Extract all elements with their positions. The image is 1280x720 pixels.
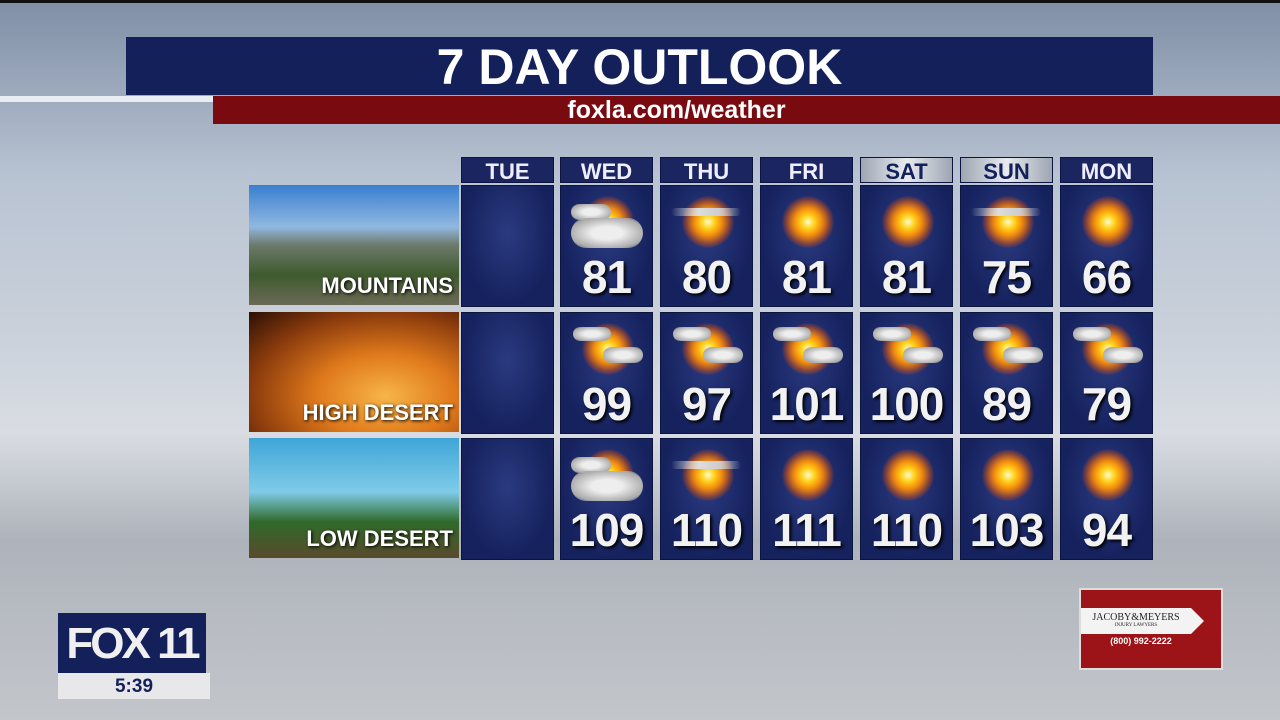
day-header-thu: THU bbox=[660, 157, 753, 184]
temperature: 97 bbox=[681, 378, 732, 430]
sun-shape bbox=[1082, 196, 1134, 248]
forecast-cell bbox=[461, 312, 554, 434]
cloud-shape bbox=[571, 471, 643, 501]
forecast-cell: 100 bbox=[860, 312, 953, 434]
cloud-shape bbox=[571, 457, 611, 473]
temperature: 81 bbox=[781, 251, 832, 303]
temperature: 79 bbox=[1081, 378, 1132, 430]
forecast-cell: 97 bbox=[660, 312, 753, 434]
region-label: MOUNTAINS bbox=[321, 273, 453, 298]
forecast-cell: 110 bbox=[860, 438, 953, 560]
forecast-cell: 110 bbox=[660, 438, 753, 560]
temperature: 99 bbox=[581, 378, 632, 430]
cloud-shape bbox=[903, 347, 943, 363]
forecast-cell: 75 bbox=[960, 185, 1053, 307]
clock: 5:39 bbox=[58, 673, 210, 699]
region-image-2: LOW DESERT bbox=[249, 438, 459, 558]
day-header-fri: FRI bbox=[760, 157, 853, 184]
forecast-cell: 109 bbox=[560, 438, 653, 560]
page-title: 7 DAY OUTLOOK bbox=[126, 37, 1153, 95]
sponsor-logo: JACOBY&MEYERS INJURY LAWYERS bbox=[1081, 608, 1204, 634]
sun-shape bbox=[982, 449, 1034, 501]
forecast-cell: 81 bbox=[760, 185, 853, 307]
forecast-cell: 80 bbox=[660, 185, 753, 307]
day-header-sat: SAT bbox=[860, 157, 953, 184]
temperature: 81 bbox=[581, 251, 632, 303]
temperature: 66 bbox=[1081, 251, 1132, 303]
sponsor-ad: JACOBY&MEYERS INJURY LAWYERS (800) 992-22… bbox=[1079, 588, 1223, 670]
region-label: LOW DESERT bbox=[306, 526, 453, 551]
cloud-shape bbox=[803, 347, 843, 363]
temperature: 75 bbox=[981, 251, 1032, 303]
station-logo: FOX 11 bbox=[58, 613, 206, 673]
day-header-sun: SUN bbox=[960, 157, 1053, 184]
temperature: 89 bbox=[981, 378, 1032, 430]
forecast-cell: 111 bbox=[760, 438, 853, 560]
temperature: 111 bbox=[772, 504, 842, 556]
forecast-cell: 103 bbox=[960, 438, 1053, 560]
cloud-shape bbox=[973, 327, 1011, 341]
website-banner: foxla.com/weather bbox=[213, 96, 1280, 124]
top-border bbox=[0, 0, 1280, 3]
sponsor-name: JACOBY&MEYERS bbox=[1092, 612, 1180, 623]
day-header-tue: TUE bbox=[461, 157, 554, 184]
forecast-cell bbox=[461, 185, 554, 307]
forecast-cell: 81 bbox=[860, 185, 953, 307]
temperature: 94 bbox=[1081, 504, 1132, 556]
sponsor-tagline: INJURY LAWYERS bbox=[1114, 623, 1158, 628]
forecast-cell: 99 bbox=[560, 312, 653, 434]
forecast-cell: 79 bbox=[1060, 312, 1153, 434]
temperature: 109 bbox=[569, 504, 645, 556]
forecast-cell bbox=[461, 438, 554, 560]
cloud-shape bbox=[873, 327, 911, 341]
region-image-1: HIGH DESERT bbox=[249, 312, 459, 432]
temperature: 101 bbox=[769, 378, 845, 430]
divider bbox=[0, 96, 213, 102]
temperature: 110 bbox=[670, 504, 743, 556]
sun-shape bbox=[682, 449, 734, 501]
cloud-shape bbox=[571, 218, 643, 248]
sun-shape bbox=[982, 196, 1034, 248]
forecast-cell: 66 bbox=[1060, 185, 1153, 307]
haze-shape bbox=[671, 208, 741, 216]
forecast-cell: 81 bbox=[560, 185, 653, 307]
forecast-cell: 94 bbox=[1060, 438, 1153, 560]
haze-shape bbox=[971, 208, 1041, 216]
region-image-0: MOUNTAINS bbox=[249, 185, 459, 305]
cloud-shape bbox=[603, 347, 643, 363]
cloud-shape bbox=[1003, 347, 1043, 363]
temperature: 110 bbox=[870, 504, 943, 556]
forecast-cell: 101 bbox=[760, 312, 853, 434]
sun-shape bbox=[682, 196, 734, 248]
forecast-cell: 89 bbox=[960, 312, 1053, 434]
sun-shape bbox=[1082, 449, 1134, 501]
cloud-shape bbox=[1103, 347, 1143, 363]
cloud-shape bbox=[1073, 327, 1111, 341]
day-header-mon: MON bbox=[1060, 157, 1153, 184]
cloud-shape bbox=[773, 327, 811, 341]
temperature: 81 bbox=[881, 251, 932, 303]
cloud-shape bbox=[703, 347, 743, 363]
region-label: HIGH DESERT bbox=[302, 400, 453, 425]
sun-shape bbox=[782, 449, 834, 501]
haze-shape bbox=[671, 461, 741, 469]
cloud-shape bbox=[573, 327, 611, 341]
sun-shape bbox=[882, 196, 934, 248]
sponsor-phone: (800) 992-2222 bbox=[1110, 636, 1172, 646]
day-header-wed: WED bbox=[560, 157, 653, 184]
temperature: 103 bbox=[969, 504, 1045, 556]
temperature: 100 bbox=[869, 378, 945, 430]
sun-shape bbox=[782, 196, 834, 248]
cloud-shape bbox=[673, 327, 711, 341]
cloud-shape bbox=[571, 204, 611, 220]
sun-shape bbox=[882, 449, 934, 501]
temperature: 80 bbox=[681, 251, 732, 303]
